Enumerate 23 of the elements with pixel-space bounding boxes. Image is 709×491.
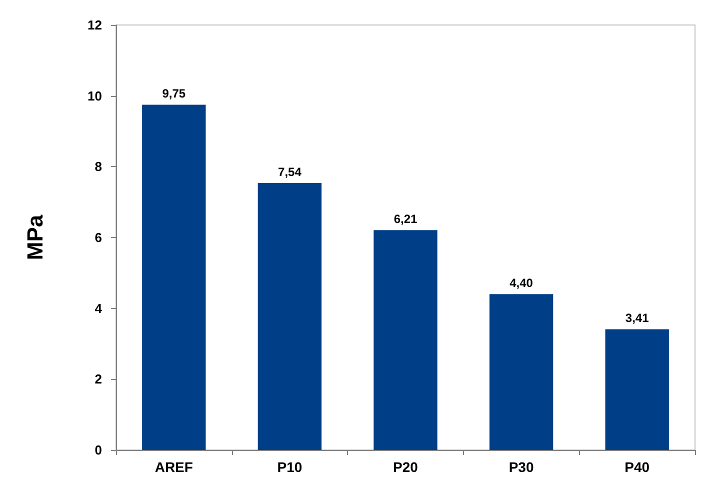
x-tick-label: P20: [393, 459, 418, 475]
y-tick-label: 4: [94, 300, 103, 316]
y-tick-label: 10: [88, 88, 102, 104]
x-tick-label: P10: [277, 459, 302, 475]
data-label: 3,41: [625, 311, 650, 326]
y-axis-title: MPa: [22, 214, 48, 260]
x-tick-label: AREF: [154, 459, 194, 475]
bar: [258, 182, 322, 450]
data-label: 6,21: [394, 212, 418, 226]
bar: [489, 294, 554, 450]
bar: [374, 230, 438, 450]
y-tick-label: 12: [88, 18, 102, 32]
y-tick-label: 8: [94, 159, 102, 174]
x-tick-label: P30: [508, 459, 534, 475]
x-tick-label: P40: [624, 459, 650, 475]
y-tick-label: 6: [94, 230, 102, 245]
bar: [142, 104, 206, 450]
y-tick-label: 2: [94, 372, 102, 387]
y-tick-label: 0: [94, 442, 102, 458]
data-label: 7,54: [278, 164, 302, 179]
bar: [605, 329, 669, 450]
data-label: 4,40: [510, 276, 534, 290]
data-label: 9,75: [162, 86, 186, 101]
